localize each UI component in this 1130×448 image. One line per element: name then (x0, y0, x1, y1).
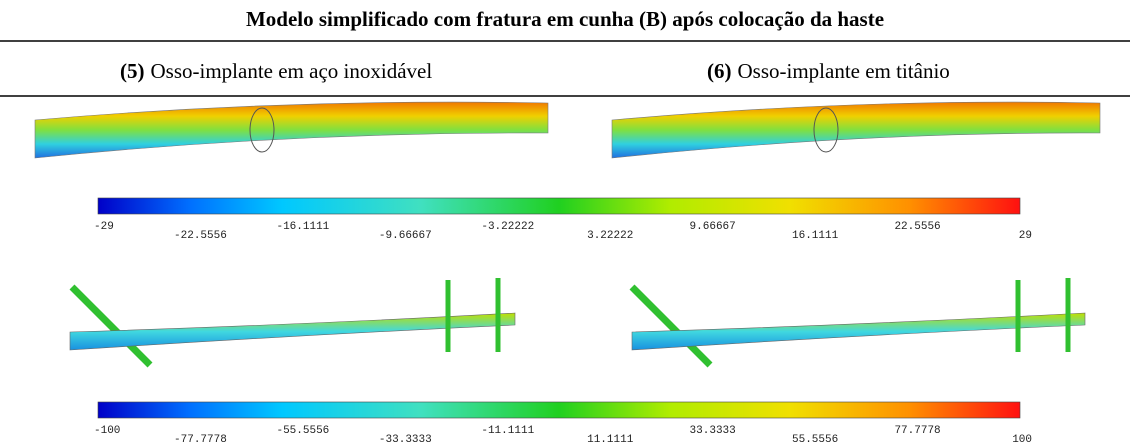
colorbar-tick-label: 9.66667 (690, 221, 736, 233)
column-number: (5) (120, 59, 145, 83)
bone-model-top-right (612, 102, 1100, 158)
column-header: (6)Osso-implante em titânio (707, 59, 950, 83)
column-label: Osso-implante em aço inoxidável (151, 59, 433, 83)
colorbar-tick-label: -16.1111 (276, 221, 329, 233)
colorbar-tick-label: -100 (94, 425, 120, 437)
title: Modelo simplificado com fratura em cunha… (246, 7, 884, 31)
colorbar-tick-label: -77.7778 (174, 434, 227, 446)
bone-model-bottom-right (632, 278, 1085, 365)
colorbar-tick-label: -29 (94, 221, 114, 233)
colorbar-tick-label: 100 (1012, 434, 1032, 446)
colorbar-tick-label: 55.5556 (792, 434, 838, 446)
colorbar-tick-label: -11.1111 (481, 425, 534, 437)
colorbar-tick-label: -55.5556 (276, 425, 329, 437)
colorbar-tick-label: 77.7778 (894, 425, 940, 437)
bone-model-top-left (35, 102, 548, 158)
colorbar-tick-label: -33.3333 (379, 434, 432, 446)
column-number: (6) (707, 59, 732, 83)
colorbar-tick-label: -3.22222 (481, 221, 534, 233)
bone-model-bottom-left (70, 278, 515, 365)
column-label: Osso-implante em titânio (738, 59, 950, 83)
colorbar-tick-label: 22.5556 (894, 221, 940, 233)
colorbar (98, 198, 1020, 214)
colorbar-tick-label: 11.1111 (587, 434, 634, 446)
colorbar-tick-label: 16.1111 (792, 230, 839, 242)
colorbar-tick-label: -9.66667 (379, 230, 432, 242)
colorbar-tick-label: -22.5556 (174, 230, 227, 242)
colorbar-tick-label: 29 (1019, 230, 1032, 242)
colorbar (98, 402, 1020, 418)
column-header: (5)Osso-implante em aço inoxidável (120, 59, 432, 83)
figure: Modelo simplificado com fratura em cunha… (0, 0, 1130, 448)
colorbar-tick-label: 3.22222 (587, 230, 633, 242)
colorbar-tick-label: 33.3333 (690, 425, 736, 437)
